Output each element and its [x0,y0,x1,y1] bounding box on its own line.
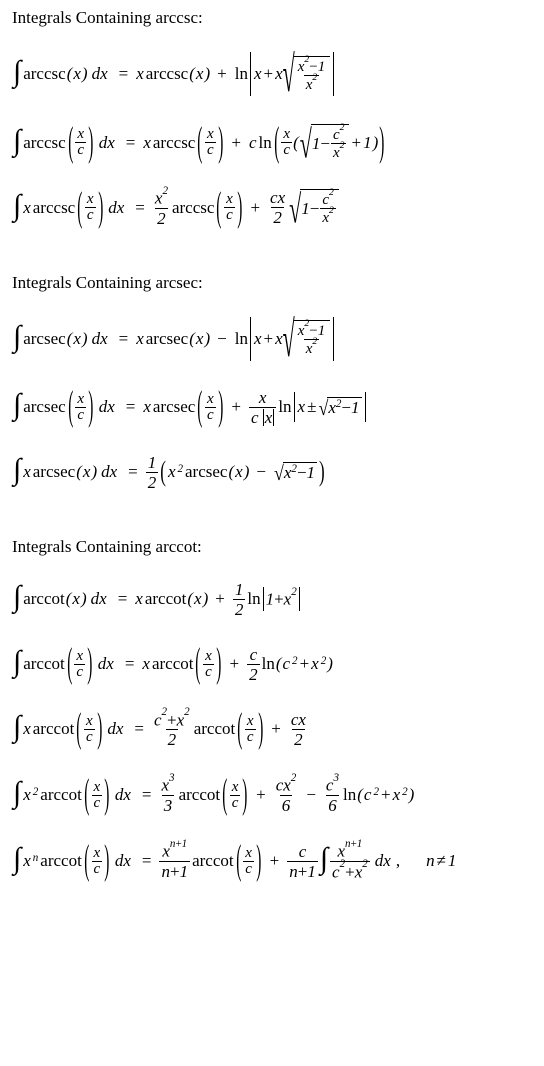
equation-arccot-3: ∫ x arccot ( xc ) dx = c2+x22 arccot ( x… [12,711,532,749]
fraction: x2−1 x2 [296,58,328,93]
fn-arccsc: arccsc [23,64,65,84]
equation-arcsec-1: ∫ arcsec(x) dx = x arcsec(x) − ln x+x √ … [12,317,532,361]
ln: ln [235,64,248,84]
equation-arccsc-3: ∫ x arccsc ( xc ) dx = x22 arccsc ( xc )… [12,189,532,227]
equation-arccot-5: ∫ xn arccot ( xc ) dx = xn+1n+1 arccot (… [12,842,532,880]
plus: + [211,64,233,84]
equation-arccot-1: ∫ arccot(x) dx = x arccot(x) + 12 ln 1+x… [12,581,532,618]
section-heading-arcsec: Integrals Containing arcsec: [12,273,532,293]
equals: = [113,64,135,84]
dx: dx [89,64,111,84]
equation-arcsec-3: ∫ x arcsec(x) dx = 12 ( x2 arcsec(x) − √… [12,454,532,491]
surd-icon: √ [283,45,295,105]
equation-arccot-2: ∫ arccot ( xc ) dx = x arccot ( xc ) + c… [12,646,532,683]
condition: n≠1 [402,851,456,871]
equation-arccsc-1: ∫ arccsc(x) dx = x arccsc(x) + ln x+x √ … [12,52,532,96]
section-heading-arccot: Integrals Containing arccot: [12,537,532,557]
sqrt: √ x2−1 x2 [283,56,331,93]
abs-bars: x+x √ x2−1 x2 [250,52,334,96]
equation-arcsec-2: ∫ arcsec ( xc ) dx = x arcsec ( xc ) + x… [12,389,532,426]
equation-arccot-4: ∫ x2 arccot ( xc ) dx = x33 arccot ( xc … [12,776,532,814]
section-heading-arccsc: Integrals Containing arccsc: [12,8,532,28]
integral-sign: ∫ [13,55,21,89]
equation-arccsc-2: ∫ arccsc ( xc ) dx = x arccsc ( xc ) + c… [12,124,532,161]
